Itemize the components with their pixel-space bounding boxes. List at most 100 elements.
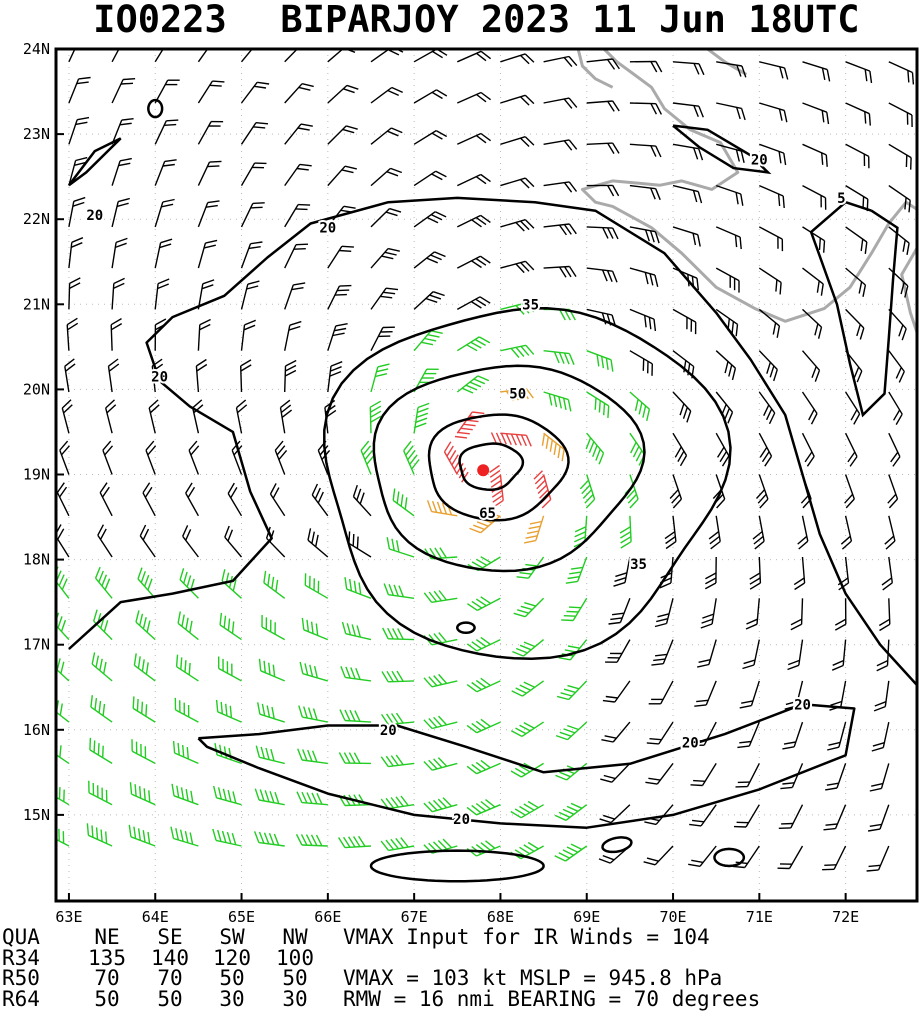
barb-feather bbox=[857, 371, 862, 382]
barb-feather bbox=[812, 367, 816, 378]
barb-feather bbox=[466, 385, 477, 390]
barb-shaft bbox=[302, 760, 328, 763]
barb-feather bbox=[788, 665, 799, 669]
barb-shaft bbox=[791, 805, 803, 828]
wind-barb bbox=[803, 392, 818, 424]
barb-shaft bbox=[259, 843, 285, 846]
barb-shaft bbox=[328, 166, 345, 185]
wind-barb bbox=[387, 537, 414, 557]
wind-barb bbox=[601, 722, 630, 742]
wind-barb bbox=[242, 123, 269, 145]
barb-feather bbox=[300, 662, 303, 674]
barb-feather bbox=[747, 619, 758, 624]
barb-feather bbox=[599, 453, 603, 464]
y-tick-label: 21N bbox=[23, 295, 50, 313]
barb-shaft bbox=[673, 351, 694, 367]
barb-feather bbox=[827, 112, 829, 124]
barb-feather bbox=[375, 374, 387, 377]
barb-feather bbox=[825, 788, 837, 790]
barb-feather bbox=[166, 120, 178, 121]
barb-shaft bbox=[569, 681, 587, 700]
barb-shaft bbox=[846, 186, 868, 200]
barb-feather bbox=[656, 189, 661, 200]
barb-shaft bbox=[701, 805, 716, 826]
barb-shaft bbox=[716, 268, 739, 281]
wind-barb bbox=[885, 516, 895, 549]
wind-barb bbox=[555, 844, 587, 861]
barb-shaft bbox=[525, 598, 543, 616]
barb-feather bbox=[694, 63, 699, 74]
wind-barb bbox=[285, 361, 297, 393]
barb-feather bbox=[385, 252, 397, 255]
barb-shaft bbox=[889, 62, 913, 73]
wind-barb bbox=[803, 433, 815, 466]
barb-shaft bbox=[285, 43, 303, 62]
wind-barb bbox=[544, 351, 574, 365]
wind-barb bbox=[57, 483, 69, 516]
barb-shaft bbox=[673, 309, 696, 322]
wind-barb bbox=[424, 674, 457, 686]
barb-feather bbox=[696, 700, 708, 701]
barb-feather bbox=[158, 279, 169, 284]
barb-feather bbox=[260, 659, 261, 671]
barb-feather bbox=[316, 535, 318, 547]
barb-feather bbox=[571, 567, 583, 569]
barb-shaft bbox=[303, 674, 328, 681]
barb-shaft bbox=[704, 722, 716, 745]
plot-area bbox=[46, 37, 919, 901]
barb-feather bbox=[94, 741, 95, 753]
x-tick-label: 63E bbox=[55, 908, 82, 926]
barb-feather bbox=[312, 793, 317, 804]
barb-feather bbox=[270, 833, 274, 844]
wind-barb bbox=[155, 239, 172, 268]
barb-feather bbox=[302, 834, 307, 845]
barb-shaft bbox=[889, 227, 909, 243]
barb-feather bbox=[359, 583, 361, 595]
barb-feather bbox=[389, 584, 393, 595]
barb-feather bbox=[417, 413, 428, 417]
barb-feather bbox=[178, 612, 180, 624]
barb-shaft bbox=[69, 201, 74, 227]
barb-feather bbox=[902, 329, 906, 340]
barb-feather bbox=[392, 539, 394, 551]
wind-barb bbox=[888, 475, 898, 508]
barb-shaft bbox=[217, 798, 242, 805]
barb-feather bbox=[687, 411, 691, 422]
wind-barb bbox=[709, 516, 720, 549]
barb-feather bbox=[524, 723, 535, 729]
barb-feather bbox=[741, 194, 743, 206]
barb-shaft bbox=[178, 623, 198, 639]
barb-feather bbox=[865, 69, 867, 81]
barb-feather bbox=[563, 850, 574, 855]
wind-barb bbox=[300, 662, 328, 681]
barb-feather bbox=[732, 321, 733, 333]
wind-barb bbox=[705, 557, 716, 589]
wind-barb bbox=[467, 760, 500, 773]
barb-feather bbox=[394, 585, 398, 596]
barb-feather bbox=[360, 493, 364, 504]
barb-feather bbox=[656, 146, 661, 157]
wind-barb bbox=[457, 337, 490, 351]
wind-barb bbox=[697, 640, 716, 668]
barb-shaft bbox=[457, 134, 481, 145]
barb-feather bbox=[255, 789, 259, 800]
barb-feather bbox=[370, 406, 380, 412]
barb-feather bbox=[98, 743, 99, 755]
barb-feather bbox=[77, 82, 89, 84]
barb-feather bbox=[649, 317, 650, 329]
barb-feather bbox=[62, 579, 67, 590]
barb-feather bbox=[399, 586, 403, 597]
barb-shaft bbox=[388, 595, 414, 599]
contour-80kt bbox=[460, 444, 523, 490]
barb-shaft bbox=[262, 627, 285, 640]
wind-barb bbox=[688, 846, 716, 866]
barb-feather bbox=[49, 694, 51, 706]
wind-barb bbox=[129, 825, 155, 846]
barb-feather bbox=[270, 791, 274, 802]
barb-shaft bbox=[500, 95, 525, 103]
barb-feather bbox=[675, 447, 681, 457]
barb-shaft bbox=[673, 62, 699, 64]
barb-shaft bbox=[500, 178, 525, 186]
info-row-se: 50 bbox=[157, 987, 182, 1011]
wind-barb bbox=[69, 238, 83, 268]
